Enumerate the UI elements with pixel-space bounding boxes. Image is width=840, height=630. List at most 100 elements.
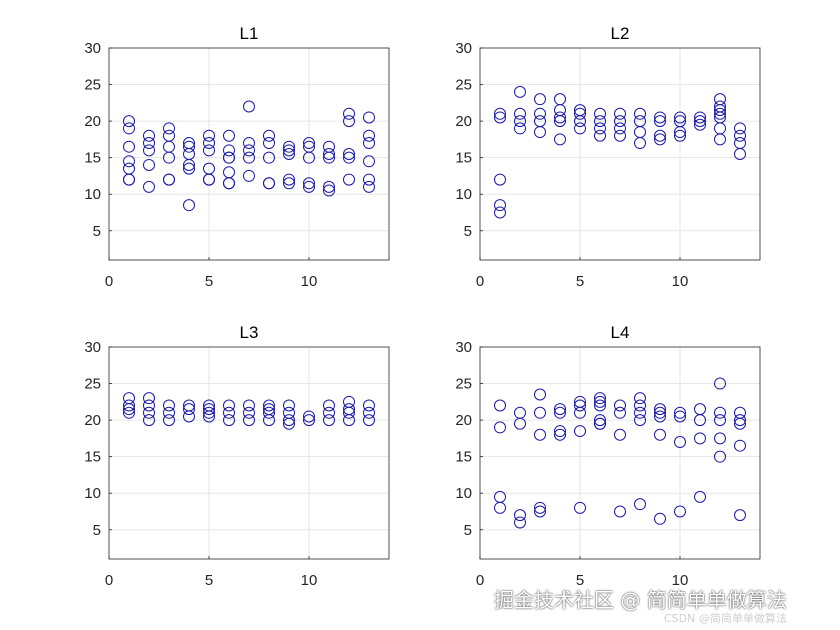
data-point (594, 399, 606, 412)
data-point (634, 414, 646, 427)
data-point (634, 406, 646, 419)
data-point (494, 501, 506, 514)
data-point (494, 111, 506, 124)
data-point (654, 512, 666, 525)
data-point (694, 490, 706, 503)
data-point (123, 403, 135, 416)
x-tick-label: 10 (301, 273, 318, 290)
y-tick-label: 5 (464, 522, 472, 539)
data-point (574, 115, 586, 128)
data-point (303, 137, 315, 150)
data-point (223, 144, 235, 157)
y-tick-label: 20 (455, 113, 472, 130)
watermark-csdn: CSDN @简简单单做算法 (664, 612, 787, 625)
y-tick-label: 25 (455, 77, 472, 94)
data-point (183, 140, 195, 153)
data-point (283, 148, 295, 160)
data-point (574, 107, 586, 120)
watermark-juejin: 掘金技术社区 @ 简简单单做算法 (494, 588, 787, 612)
data-point (343, 406, 355, 419)
data-point (363, 406, 375, 419)
data-point (323, 148, 335, 160)
data-point (343, 107, 355, 120)
data-point (494, 206, 506, 219)
data-point (323, 414, 335, 427)
axes-box (108, 47, 390, 261)
x-tick-label: 10 (672, 572, 689, 589)
data-point (554, 133, 566, 146)
y-tick-label: 30 (84, 339, 101, 356)
plot-area (480, 347, 760, 559)
data-point (323, 151, 335, 164)
data-point (223, 177, 235, 190)
data-point (734, 122, 746, 135)
data-point (363, 173, 375, 186)
data-point (574, 406, 586, 419)
data-point (343, 115, 355, 128)
data-point (514, 509, 526, 522)
plot-area (109, 48, 389, 260)
data-point (123, 173, 135, 186)
data-point (283, 414, 295, 427)
data-point (614, 505, 626, 518)
data-point (594, 122, 606, 135)
data-point (323, 399, 335, 412)
data-point (243, 406, 255, 419)
data-point (283, 417, 295, 430)
data-point (243, 100, 255, 113)
data-point (283, 399, 295, 412)
data-point (303, 177, 315, 190)
data-point (694, 432, 706, 445)
data-point (123, 399, 135, 412)
data-point (714, 377, 726, 390)
data-point (263, 414, 275, 427)
data-point (634, 392, 646, 405)
data-point (263, 177, 275, 190)
x-tick-label: 10 (301, 572, 318, 589)
panel-2: 0 5 10 5 10 15 20 25 30 L2 (455, 24, 761, 290)
data-point (123, 155, 135, 168)
data-point (714, 104, 726, 117)
data-point (714, 406, 726, 419)
data-point (283, 173, 295, 186)
data-point (143, 144, 155, 157)
x-tick-label: 0 (105, 572, 113, 589)
data-point (363, 180, 375, 193)
data-point (554, 406, 566, 419)
y-tick-label: 10 (455, 485, 472, 502)
data-point (714, 432, 726, 445)
data-point (594, 115, 606, 128)
data-point (283, 144, 295, 157)
y-tick-label: 5 (93, 223, 101, 240)
panel-title: L1 (240, 24, 259, 43)
data-point (163, 151, 175, 164)
y-tick-label: 10 (84, 485, 101, 502)
data-point (143, 180, 155, 193)
data-point (123, 122, 135, 135)
y-tick-label: 5 (464, 223, 472, 240)
data-point (143, 414, 155, 427)
data-point (714, 450, 726, 463)
data-point (514, 122, 526, 135)
y-tick-label: 20 (84, 412, 101, 429)
panel-title: L2 (611, 24, 630, 43)
data-point (263, 399, 275, 412)
data-point (143, 137, 155, 150)
data-point (183, 162, 195, 175)
data-point (303, 151, 315, 164)
data-point (363, 414, 375, 427)
y-tick-label: 10 (84, 186, 101, 203)
data-point (554, 428, 566, 441)
data-point (223, 406, 235, 419)
data-point (534, 501, 546, 514)
data-point (303, 410, 315, 423)
data-point (494, 399, 506, 412)
data-point (343, 148, 355, 160)
data-point (594, 414, 606, 427)
data-point (614, 107, 626, 120)
data-point (594, 417, 606, 430)
data-point (654, 115, 666, 128)
data-point (554, 111, 566, 124)
axes-box (479, 346, 761, 560)
